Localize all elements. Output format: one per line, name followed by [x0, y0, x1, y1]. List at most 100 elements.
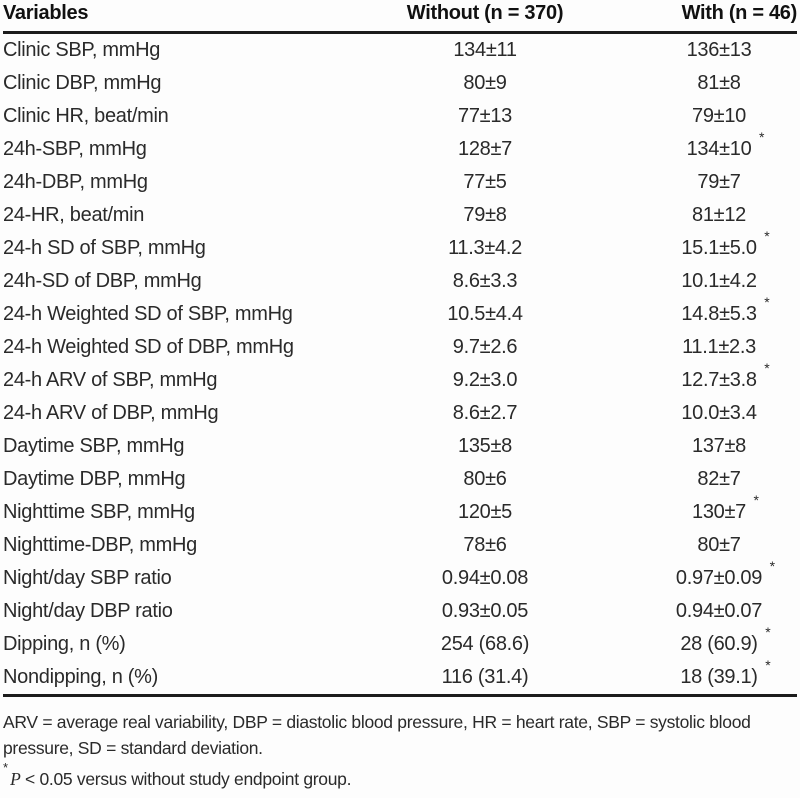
table-row: Daytime DBP, mmHg 80±6 82±7	[3, 463, 797, 496]
without-value: 9.2±3.0	[452, 369, 518, 391]
variable-label: 24h-SBP, mmHg	[3, 138, 147, 160]
table-row: 24-h SD of SBP, mmHg 11.3±4.2 15.1±5.0 *	[3, 228, 797, 265]
variable-label: 24-h ARV of SBP, mmHg	[3, 369, 218, 391]
with-value: 0.94±0.07	[675, 600, 763, 622]
variable-label: 24-h SD of SBP, mmHg	[3, 237, 206, 259]
with-value: 81±8	[697, 72, 741, 94]
without-value: 0.93±0.05	[441, 600, 529, 622]
without-value: 11.3±4.2	[448, 237, 522, 259]
with-value: 15.1±5.0 *	[681, 228, 770, 259]
variable-label: Daytime SBP, mmHg	[3, 435, 185, 457]
variable-label: Clinic SBP, mmHg	[3, 39, 161, 61]
table-row: 24-h Weighted SD of SBP, mmHg 10.5±4.4 14.…	[3, 294, 797, 331]
variable-label: Night/day SBP ratio	[3, 567, 172, 589]
table-header: Variables Without (n = 370) With (n = 46…	[3, 0, 797, 34]
significance-note: *P < 0.05 versus without study endpoint …	[3, 760, 797, 792]
variable-label: Nighttime-DBP, mmHg	[3, 534, 197, 556]
with-value: 79±7	[697, 171, 741, 193]
table-row: 24h-SBP, mmHg 128±7 134±10 *	[3, 129, 797, 166]
without-value: 134±11	[453, 39, 517, 61]
significance-text: < 0.05 versus without study endpoint gro…	[20, 768, 352, 789]
with-value: 79±10	[692, 105, 746, 127]
table-row: 24h-DBP, mmHg 77±5 79±7	[3, 166, 797, 199]
without-value: 9.7±2.6	[452, 336, 518, 358]
variable-label: Nighttime SBP, mmHg	[3, 501, 195, 523]
with-value: 81±12	[692, 204, 746, 226]
abbreviations-note: ARV = average real variability, DBP = di…	[3, 712, 751, 758]
without-value: 80±6	[463, 468, 507, 490]
table-row: 24h-SD of DBP, mmHg 8.6±3.3 10.1±4.2	[3, 265, 797, 298]
without-value: 120±5	[458, 501, 512, 523]
with-value: 12.7±3.8 *	[681, 360, 770, 391]
table-row: 24-h ARV of SBP, mmHg 9.2±3.0 12.7±3.8 *	[3, 360, 797, 397]
variable-label: 24-h ARV of DBP, mmHg	[3, 402, 219, 424]
asterisk-marker: *	[3, 760, 9, 775]
significance-asterisk: *	[764, 294, 770, 310]
significance-asterisk: *	[764, 360, 770, 376]
with-value: 0.97±0.09 *	[675, 558, 776, 589]
significance-asterisk: *	[764, 228, 770, 244]
table-row: Nighttime-DBP, mmHg 78±6 80±7	[3, 529, 797, 562]
with-value: 130±7 *	[692, 492, 759, 523]
column-header-without: Without (n = 370)	[355, 0, 615, 34]
with-value: 14.8±5.3 *	[681, 294, 770, 325]
variable-label: Clinic HR, beat/min	[3, 105, 169, 127]
significance-asterisk: *	[758, 129, 765, 145]
variable-label: 24h-DBP, mmHg	[3, 171, 148, 193]
table-row: 24-HR, beat/min 79±8 81±12	[3, 199, 797, 232]
without-value: 8.6±2.7	[452, 402, 518, 424]
variable-label: 24-HR, beat/min	[3, 204, 145, 226]
with-value: 136±13	[686, 39, 752, 61]
table-row: Nighttime SBP, mmHg 120±5 130±7 *	[3, 492, 797, 529]
without-value: 77±13	[458, 105, 512, 127]
without-value: 0.94±0.08	[441, 567, 529, 589]
with-value: 80±7	[697, 534, 741, 556]
with-value: 10.1±4.2	[681, 270, 757, 292]
table-row: Daytime SBP, mmHg 135±8 137±8	[3, 430, 797, 463]
with-value: 137±8	[692, 435, 746, 457]
table-row: Night/day DBP ratio 0.93±0.05 0.94±0.07	[3, 595, 797, 628]
variable-label: Daytime DBP, mmHg	[3, 468, 186, 490]
without-value: 10.5±4.4	[447, 303, 523, 325]
without-value: 8.6±3.3	[452, 270, 518, 292]
without-value: 77±5	[463, 171, 507, 193]
variable-label: Nondipping, n (%)	[3, 661, 355, 697]
without-value: 79±8	[463, 204, 507, 226]
significance-asterisk: *	[769, 558, 776, 574]
with-value: 11.1±2.3	[682, 336, 756, 358]
table-row: Clinic SBP, mmHg 134±11 136±13	[3, 33, 797, 68]
table-row: Clinic DBP, mmHg 80±9 81±8	[3, 67, 797, 100]
without-value: 128±7	[458, 138, 512, 160]
with-value: 134±10 *	[686, 129, 765, 160]
table-body: Clinic SBP, mmHg 134±11 136±13 Clinic DBP, …	[3, 33, 797, 697]
without-value: 80±9	[463, 72, 507, 94]
variable-label: 24-h Weighted SD of SBP, mmHg	[3, 303, 293, 325]
column-header-variables: Variables	[3, 0, 355, 34]
header-row: Variables Without (n = 370) With (n = 46…	[3, 0, 797, 34]
data-table: Variables Without (n = 370) With (n = 46…	[3, 0, 797, 697]
with-value: 82±7	[697, 468, 741, 490]
variable-label: Dipping, n (%)	[3, 633, 126, 655]
table-row: Night/day SBP ratio 0.94±0.08 0.97±0.09 *	[3, 558, 797, 595]
significance-asterisk: *	[765, 624, 771, 640]
with-value: 28 (60.9) *	[680, 624, 771, 655]
table-row: Clinic HR, beat/min 77±13 79±10	[3, 100, 797, 133]
with-value: 18 (39.1) *	[615, 657, 797, 697]
significance-asterisk: *	[765, 657, 771, 673]
without-value: 135±8	[458, 435, 512, 457]
table-row: 24-h ARV of DBP, mmHg 8.6±2.7 10.0±3.4	[3, 397, 797, 430]
table-row: Dipping, n (%) 254 (68.6) 28 (60.9) *	[3, 624, 797, 661]
without-value: 116 (31.4)	[355, 661, 615, 697]
significance-asterisk: *	[753, 492, 759, 508]
variable-label: 24-h Weighted SD of DBP, mmHg	[3, 336, 294, 358]
with-value: 10.0±3.4	[681, 402, 757, 424]
column-header-with: With (n = 46)	[615, 0, 797, 34]
without-value: 78±6	[463, 534, 507, 556]
table-row: 24-h Weighted SD of DBP, mmHg 9.7±2.6 11.1…	[3, 331, 797, 364]
table-row: Nondipping, n (%) 116 (31.4) 18 (39.1) *	[3, 657, 797, 697]
table-footnotes: ARV = average real variability, DBP = di…	[3, 709, 797, 792]
without-value: 254 (68.6)	[440, 633, 530, 655]
variable-label: 24h-SD of DBP, mmHg	[3, 270, 202, 292]
variable-label: Night/day DBP ratio	[3, 600, 173, 622]
